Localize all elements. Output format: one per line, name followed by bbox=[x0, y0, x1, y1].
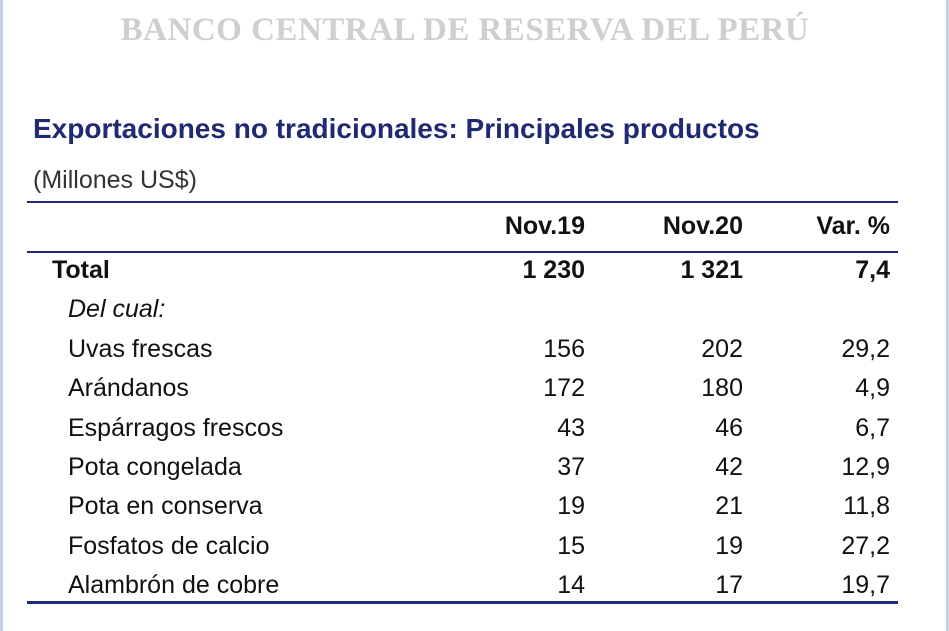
total-nov19: 1 230 bbox=[522, 256, 585, 284]
row-var: 19,7 bbox=[841, 571, 890, 599]
row-nov20: 17 bbox=[715, 571, 743, 599]
row-var: 6,7 bbox=[855, 414, 890, 442]
watermark-heading: BANCO CENTRAL DE RESERVA DEL PERÚ bbox=[120, 12, 810, 48]
total-var: 7,4 bbox=[855, 256, 890, 284]
row-label: Uvas frescas bbox=[68, 335, 213, 363]
row-nov19: 15 bbox=[557, 532, 585, 560]
row-nov20: 46 bbox=[715, 414, 743, 442]
column-header-nov20: Nov.20 bbox=[662, 212, 743, 240]
row-nov20: 19 bbox=[715, 532, 743, 560]
row-nov19: 172 bbox=[543, 374, 585, 402]
row-var: 27,2 bbox=[841, 532, 890, 560]
row-nov20: 202 bbox=[701, 335, 743, 363]
column-header-nov19: Nov.19 bbox=[504, 212, 585, 240]
total-label: Total bbox=[52, 256, 110, 284]
row-nov19: 37 bbox=[557, 453, 585, 481]
row-label: Fosfatos de calcio bbox=[68, 532, 270, 560]
row-nov20: 21 bbox=[715, 492, 743, 520]
row-label: Pota en conserva bbox=[68, 492, 263, 520]
row-nov19: 19 bbox=[557, 492, 585, 520]
row-var: 12,9 bbox=[841, 453, 890, 481]
column-header-var: Var. % bbox=[816, 212, 890, 240]
row-label: Pota congelada bbox=[68, 453, 242, 481]
right-border bbox=[946, 0, 949, 631]
row-var: 4,9 bbox=[855, 374, 890, 402]
table-header-rule bbox=[27, 251, 898, 253]
row-label: Alambrón de cobre bbox=[68, 571, 280, 599]
row-nov19: 156 bbox=[543, 335, 585, 363]
table-top-rule bbox=[27, 201, 898, 203]
total-nov20: 1 321 bbox=[680, 256, 743, 284]
row-nov19: 14 bbox=[557, 571, 585, 599]
row-nov20: 180 bbox=[701, 374, 743, 402]
row-var: 11,8 bbox=[843, 492, 890, 520]
units-subtitle: (Millones US$) bbox=[33, 166, 197, 194]
left-border bbox=[0, 0, 3, 631]
section-label: Del cual: bbox=[68, 295, 166, 323]
document-title: Exportaciones no tradicionales: Principa… bbox=[33, 113, 760, 144]
row-label: Espárragos frescos bbox=[68, 414, 284, 442]
row-nov20: 42 bbox=[715, 453, 743, 481]
table-bottom-rule bbox=[27, 601, 898, 604]
row-var: 29,2 bbox=[841, 335, 890, 363]
row-nov19: 43 bbox=[557, 414, 585, 442]
row-label: Arándanos bbox=[68, 374, 189, 402]
